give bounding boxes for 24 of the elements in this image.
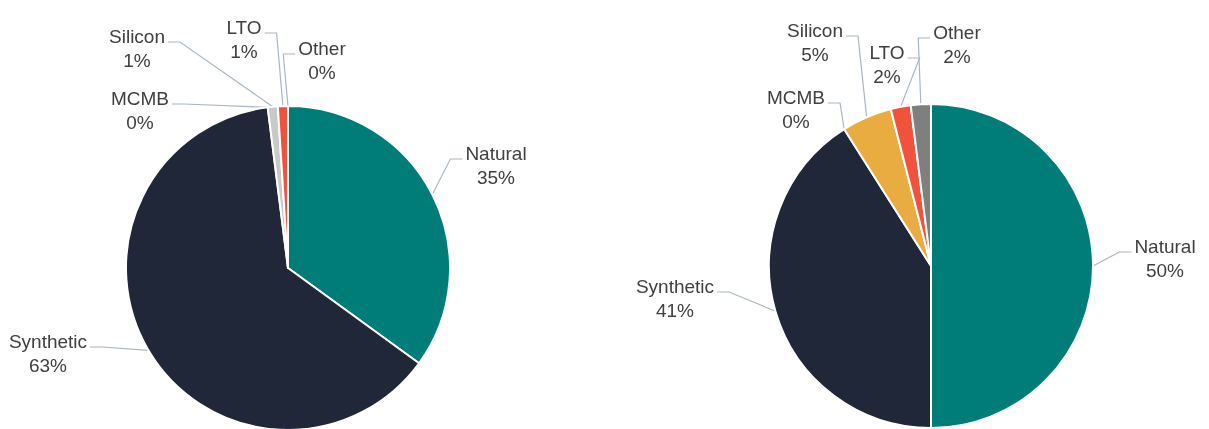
category-label: MCMB <box>110 87 170 109</box>
data-label: 2% <box>873 65 901 87</box>
slice-label: Synthetic <box>8 330 88 352</box>
text: 0% <box>308 61 336 83</box>
data-label: 35% <box>476 166 516 188</box>
slice-label: Other <box>933 21 982 43</box>
data-label: 5% <box>801 43 829 65</box>
data-label: 1% <box>123 49 151 71</box>
data-label: 1% <box>230 40 258 62</box>
data-label: 63% <box>28 354 68 376</box>
slice-label: Silicon <box>109 25 165 47</box>
slice-label: LTO <box>869 41 905 63</box>
slice-label: Silicon <box>787 19 843 41</box>
category-label: Other <box>298 37 346 59</box>
data-label: 41% <box>655 299 695 321</box>
category-label: MCMB <box>766 86 826 108</box>
slice-label: Synthetic <box>635 275 715 297</box>
slice-label: Natural <box>1134 235 1196 257</box>
slice-label: Natural <box>465 142 527 164</box>
data-label: 2% <box>943 45 971 67</box>
text: 0% <box>782 110 810 132</box>
slice-label: LTO <box>226 16 262 38</box>
text: 0% <box>126 111 154 133</box>
data-label: 50% <box>1145 259 1185 281</box>
